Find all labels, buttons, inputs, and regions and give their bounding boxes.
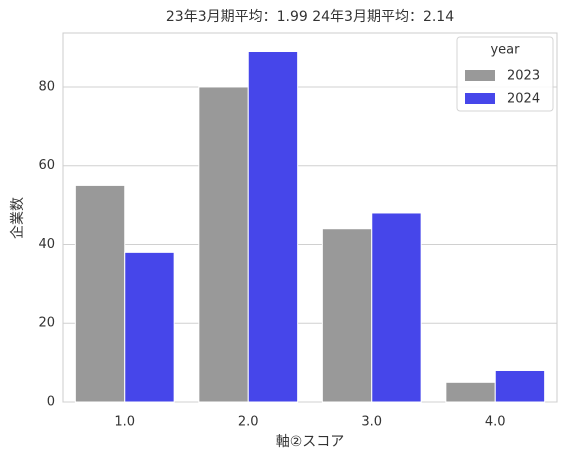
legend-title: year [490, 43, 520, 58]
bar [321, 228, 373, 403]
x-tick-label: 3.0 [361, 415, 382, 430]
x-axis-label: 軸②スコア [276, 434, 345, 450]
legend-swatch [465, 93, 495, 104]
x-tick-label: 4.0 [485, 415, 506, 430]
bar [247, 51, 299, 403]
x-tick-label: 2.0 [238, 415, 259, 430]
bar [74, 184, 126, 403]
legend-label: 2023 [507, 69, 540, 84]
bar [124, 251, 175, 403]
legend-swatch [465, 70, 495, 81]
bar [445, 381, 496, 403]
legend-label: 2024 [507, 92, 540, 107]
bar [494, 369, 546, 403]
y-axis-label: 企業数 [9, 197, 26, 239]
legend-box [456, 36, 554, 112]
x-tick-label: 1.0 [114, 415, 135, 430]
y-tick-label: 0 [47, 395, 55, 410]
bar [371, 212, 422, 403]
y-tick-label: 80 [38, 79, 55, 94]
chart-title: 23年3月期平均：1.99 24年3月期平均：2.14 [166, 9, 454, 25]
y-tick-label: 20 [38, 316, 55, 331]
y-tick-label: 40 [38, 237, 55, 252]
y-tick-label: 60 [38, 158, 55, 173]
bar [198, 86, 249, 403]
